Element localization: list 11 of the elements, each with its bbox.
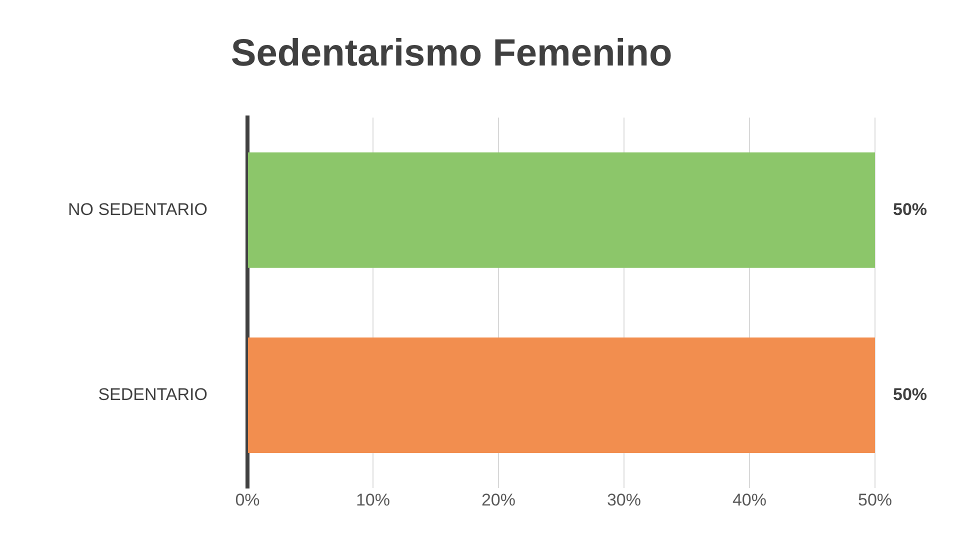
- x-tick-label: 40%: [732, 490, 767, 510]
- x-tick-label: 30%: [606, 490, 642, 510]
- y-tick-label: NO SEDENTARIO: [68, 200, 208, 219]
- y-tick-label: SEDENTARIO: [98, 384, 208, 404]
- x-tick-label: 10%: [356, 490, 390, 510]
- x-tick-label: 20%: [481, 490, 516, 510]
- x-tick-label: 50%: [858, 490, 892, 510]
- x-tick-label: 0%: [235, 490, 260, 510]
- data-label: 50%: [893, 384, 928, 404]
- chart-title: Sedentarismo Femenino: [230, 32, 672, 74]
- data-label: 50%: [893, 200, 928, 219]
